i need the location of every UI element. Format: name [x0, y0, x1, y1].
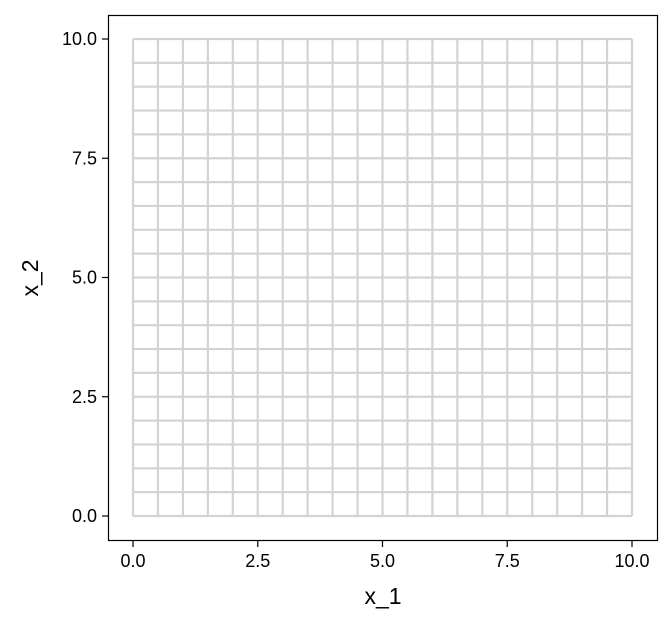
y-axis: 0.0 2.5 5.0 7.5 10.0	[62, 29, 108, 526]
x-axis-label: x_1	[364, 583, 401, 609]
x-tick-label: 5.0	[370, 551, 395, 571]
plot-panel-border	[107, 14, 659, 542]
grid-lines	[131, 37, 634, 518]
x-tick-label: 0.0	[120, 551, 145, 571]
x-tick-label: 10.0	[614, 551, 649, 571]
y-tick-label: 7.5	[72, 148, 97, 168]
x-axis: 0.0 2.5 5.0 7.5 10.0	[120, 541, 650, 571]
y-tick-label: 5.0	[72, 268, 97, 288]
y-axis-label: x_2	[17, 259, 43, 296]
y-tick-label: 10.0	[62, 29, 97, 49]
y-tick-label: 2.5	[72, 387, 97, 407]
y-tick-label: 0.0	[72, 506, 97, 526]
x-tick-label: 7.5	[495, 551, 520, 571]
x-tick-label: 2.5	[245, 551, 270, 571]
